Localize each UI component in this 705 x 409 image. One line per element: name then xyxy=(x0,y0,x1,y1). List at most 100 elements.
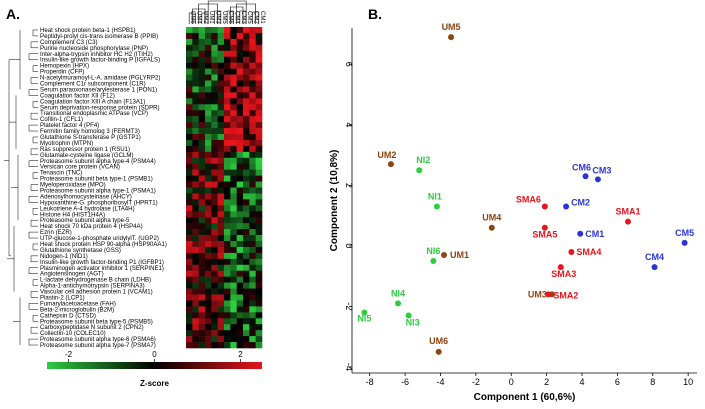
heatmap-cell xyxy=(211,300,218,307)
heatmap-cell xyxy=(255,193,263,200)
heatmap-cell xyxy=(205,217,212,224)
row-dendrogram-branch xyxy=(32,65,38,72)
heatmap-cell xyxy=(198,38,206,46)
heatmap-cell xyxy=(192,246,199,254)
heatmap-cell xyxy=(192,151,199,159)
x-tick-label: 8 xyxy=(650,377,655,387)
row-label: Heat shock protein beta-1 (HSPB1) xyxy=(40,27,136,34)
heatmap-cell xyxy=(255,246,263,254)
heatmap-cell xyxy=(243,122,250,129)
scatter-point xyxy=(651,264,658,271)
heatmap-cell xyxy=(224,318,231,325)
heatmap-cell xyxy=(217,187,225,194)
point-label: CM3 xyxy=(592,165,611,175)
row-label: Glutamate-cysteine ligase (GCLM) xyxy=(40,152,133,159)
heatmap-cell xyxy=(243,187,250,194)
row-dendrogram-branch xyxy=(30,41,38,49)
heatmap-cell xyxy=(186,74,193,81)
scatter-point xyxy=(448,34,455,41)
row-dendrogram-branch xyxy=(28,338,38,346)
heatmap-cell xyxy=(217,205,225,212)
row-label: Complement C3 (C3) xyxy=(40,39,98,46)
heatmap-cell xyxy=(217,211,225,218)
heatmap-cell xyxy=(249,139,256,147)
heatmap-cell xyxy=(249,276,256,283)
heatmap-cell xyxy=(249,223,256,230)
heatmap-cell xyxy=(236,128,244,135)
heatmap-cell xyxy=(192,235,199,242)
heatmap-cell xyxy=(255,294,263,301)
row-dendrogram-branch xyxy=(30,112,38,120)
heatmap-cell xyxy=(236,80,244,87)
heatmap-cell xyxy=(236,199,244,206)
scatter-point xyxy=(563,203,570,210)
heatmap-cell xyxy=(236,294,244,301)
heatmap-cell xyxy=(230,282,237,289)
heatmap-cell xyxy=(255,145,263,153)
heatmap-cell xyxy=(230,235,237,242)
heatmap-cell xyxy=(192,32,199,40)
row-label: Insulin-like growth factor-binding P (IG… xyxy=(40,57,160,64)
heatmap-cell xyxy=(211,68,218,75)
heatmap-cell xyxy=(249,145,256,153)
heatmap-cell xyxy=(243,264,250,272)
heatmap-cell xyxy=(224,116,231,123)
heatmap-cell xyxy=(211,86,218,93)
x-axis-label: Component 1 (60,6%) xyxy=(474,392,576,403)
heatmap-cell xyxy=(224,324,231,331)
heatmap-cell xyxy=(217,324,225,331)
heatmap-cell xyxy=(230,294,237,301)
heatmap-cell xyxy=(211,80,218,87)
heatmap-cell xyxy=(217,62,225,69)
scatter-point xyxy=(568,248,575,255)
heatmap-cell xyxy=(198,134,206,141)
heatmap-cell xyxy=(211,122,218,129)
heatmap-cell xyxy=(243,98,250,105)
heatmap-cell xyxy=(198,211,206,218)
heatmap-cell xyxy=(243,74,250,81)
row-dendrogram-branch xyxy=(28,160,38,167)
heatmap-cell xyxy=(198,68,206,75)
heatmap-cell xyxy=(236,312,244,319)
heatmap-cell xyxy=(230,80,237,87)
heatmap-cell xyxy=(205,282,212,289)
heatmap-cell xyxy=(205,98,212,105)
heatmap-cell xyxy=(230,252,237,260)
heatmap-cell xyxy=(243,199,250,206)
point-label: UM4 xyxy=(482,213,501,223)
row-label: Angiotensinogen (AGT) xyxy=(40,271,104,278)
heatmap-cell xyxy=(217,312,225,319)
heatmap-cell xyxy=(217,86,225,93)
heatmap-cell xyxy=(236,318,244,325)
heatmap-cell xyxy=(255,32,263,40)
heatmap-cell xyxy=(230,193,237,200)
row-label: Vascular cell adhesion protein 1 (VCAM1) xyxy=(40,289,153,296)
heatmap-cell xyxy=(224,264,231,272)
scatter-point xyxy=(625,218,631,225)
heatmap-cell xyxy=(255,312,263,319)
heatmap-cell xyxy=(236,300,244,307)
heatmap-cell xyxy=(249,270,256,277)
heatmap-cell xyxy=(255,205,263,212)
heatmap-cell xyxy=(249,32,256,40)
heatmap-cell xyxy=(249,258,256,266)
heatmap-cell xyxy=(230,50,237,58)
heatmap-cell xyxy=(236,282,244,289)
heatmap-cell xyxy=(224,342,231,349)
heatmap-cell xyxy=(205,199,212,206)
heatmap-cell xyxy=(243,62,250,69)
heatmap-cell xyxy=(205,122,212,129)
heatmap-cell xyxy=(230,241,237,248)
heatmap-cell xyxy=(186,27,193,34)
heatmap-cell xyxy=(255,92,263,99)
heatmap-cell xyxy=(211,223,218,230)
heatmap-cell xyxy=(186,324,193,331)
heatmap-cell xyxy=(230,199,237,206)
row-dendrogram-branch xyxy=(28,303,38,310)
heatmap-cell xyxy=(243,229,250,236)
heatmap-cell xyxy=(198,330,206,337)
row-label: Proteasome subunit alpha type-6 (PSMA6) xyxy=(40,336,156,343)
heatmap-cell xyxy=(205,270,212,277)
heatmap-cell xyxy=(186,187,193,194)
heatmap-cell xyxy=(211,27,218,34)
